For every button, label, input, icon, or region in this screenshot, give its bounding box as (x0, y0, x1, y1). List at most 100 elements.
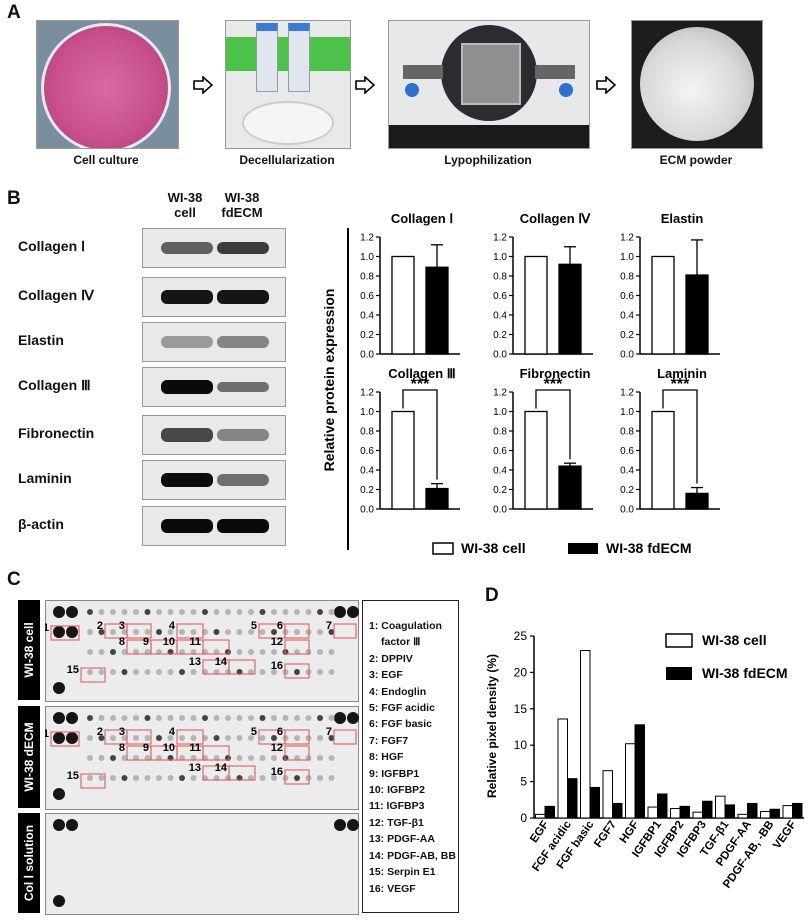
y-tick-label: 10 (514, 738, 528, 752)
y-tick-label: 0.4 (360, 311, 374, 322)
array-spot (156, 629, 162, 635)
y-tick-label: 1.2 (360, 233, 374, 244)
bar-wi38-cell (524, 410, 548, 510)
array-spot-number: 13 (189, 656, 201, 668)
tab-wi38-decm: WI-38 dECM (18, 706, 40, 808)
bar-wi38-cell (625, 743, 636, 819)
y-tick-label: 0.8 (493, 272, 507, 283)
array-spot-number: 3 (119, 726, 125, 738)
blot-strip (142, 460, 286, 500)
array-spot (179, 609, 185, 615)
lane-header-fdecm: WI-38 fdECM (221, 190, 263, 220)
significance-label: *** (671, 376, 690, 393)
array-legend-item: 5: FGF acidic (369, 702, 435, 715)
y-tick-label: 0.0 (620, 350, 634, 361)
array-spot (225, 715, 231, 721)
array-spot (110, 715, 116, 721)
legend-swatch-fdecm (568, 543, 598, 554)
array-spot (133, 735, 139, 741)
highlight-box (284, 745, 310, 761)
highlight-box (333, 729, 357, 745)
array-spot (202, 715, 208, 721)
array-spot (248, 735, 254, 741)
protein-label: β-actin (18, 516, 64, 532)
array-legend-item: 8: HGF (369, 751, 404, 764)
array-spot (167, 609, 174, 615)
step-label-cell-culture: Cell culture (73, 153, 139, 167)
array-spot-number: 4 (169, 620, 176, 632)
array-spot-number: 8 (119, 636, 125, 648)
array-spot (248, 629, 254, 635)
blot-band (217, 241, 269, 255)
panel-label-b: B (7, 188, 21, 209)
array-legend-item: 10: IGFBP2 (369, 784, 426, 797)
array-spot-number: 1 (45, 622, 49, 634)
array-legend-item: 6: FGF basic (369, 718, 433, 731)
bar-wi38-cell (524, 255, 548, 355)
array-spot-number: 15 (67, 664, 79, 676)
array-spot-number: 7 (326, 726, 332, 738)
reference-spot (53, 626, 65, 638)
array-spot (317, 669, 323, 675)
highlight-box (284, 729, 310, 745)
bar-wi38-fdecm (685, 274, 709, 355)
array-spot (133, 629, 139, 635)
reference-spot (347, 606, 359, 618)
y-tick-label: 20 (514, 665, 528, 679)
array-legend-item: 14: PDGF-AB, BB (369, 849, 456, 862)
highlight-box (50, 731, 80, 747)
bar-wi38-cell (651, 255, 675, 355)
array-spot-number: 3 (119, 620, 125, 632)
array-spot (190, 735, 197, 741)
right-arrow-icon (355, 76, 375, 94)
y-tick-label: 25 (514, 629, 528, 643)
array-spot (259, 669, 266, 675)
array-legend-item: 16: VEGF (369, 882, 416, 895)
highlight-box (333, 623, 357, 639)
array-spot (121, 735, 128, 741)
reference-spot (66, 732, 78, 744)
array-legend-item: 2: DPPIV (369, 652, 413, 665)
array-spot (271, 735, 277, 741)
array-spot (294, 669, 300, 675)
blot-band (217, 335, 269, 349)
array-spot (110, 629, 116, 635)
array-spot-number: 2 (97, 620, 103, 632)
bar-wi38-cell (651, 410, 675, 510)
bar-wi38-cell (391, 410, 415, 510)
chart-title: Collagen Ⅰ (391, 211, 453, 226)
array-legend: 1: Coagulation factor Ⅲ 2: DPPIV 3: EGF 4: E… (362, 600, 459, 913)
array-spot (98, 629, 105, 635)
array-spot (179, 775, 185, 781)
y-axis-label: Relative protein expression (321, 289, 337, 472)
array-spot (167, 775, 174, 781)
bar-wi38-cell (602, 770, 613, 819)
chart-title: Collagen Ⅲ (388, 366, 455, 381)
y-tick-label: 0.6 (360, 291, 374, 302)
array-spot-number: 12 (271, 636, 283, 648)
bar-wi38-fdecm (657, 793, 668, 819)
bar-wi38-cell (760, 810, 771, 819)
bar-wi38-fdecm (425, 266, 449, 355)
array-spot (98, 715, 105, 721)
array-spot (121, 609, 128, 615)
y-tick-label: 1.0 (493, 252, 507, 263)
bar-wi38-cell (715, 795, 726, 819)
array-spot (271, 609, 277, 615)
y-tick-label: 0.8 (620, 272, 634, 283)
y-tick-label: 0.8 (360, 272, 374, 283)
array-spot (294, 609, 300, 615)
bar-wi38-fdecm (544, 805, 555, 819)
reference-spot (66, 819, 78, 831)
array-spot (271, 775, 277, 781)
array-spot (271, 649, 277, 655)
blot-band (217, 290, 269, 304)
panel-label-c: C (7, 569, 21, 590)
array-spot (110, 669, 116, 675)
array-spot (110, 775, 116, 781)
significance-label: *** (411, 376, 430, 393)
array-spot (98, 669, 105, 675)
protein-label: Collagen Ⅳ (18, 287, 94, 303)
reference-spot (53, 732, 65, 744)
array-spot (317, 775, 323, 781)
